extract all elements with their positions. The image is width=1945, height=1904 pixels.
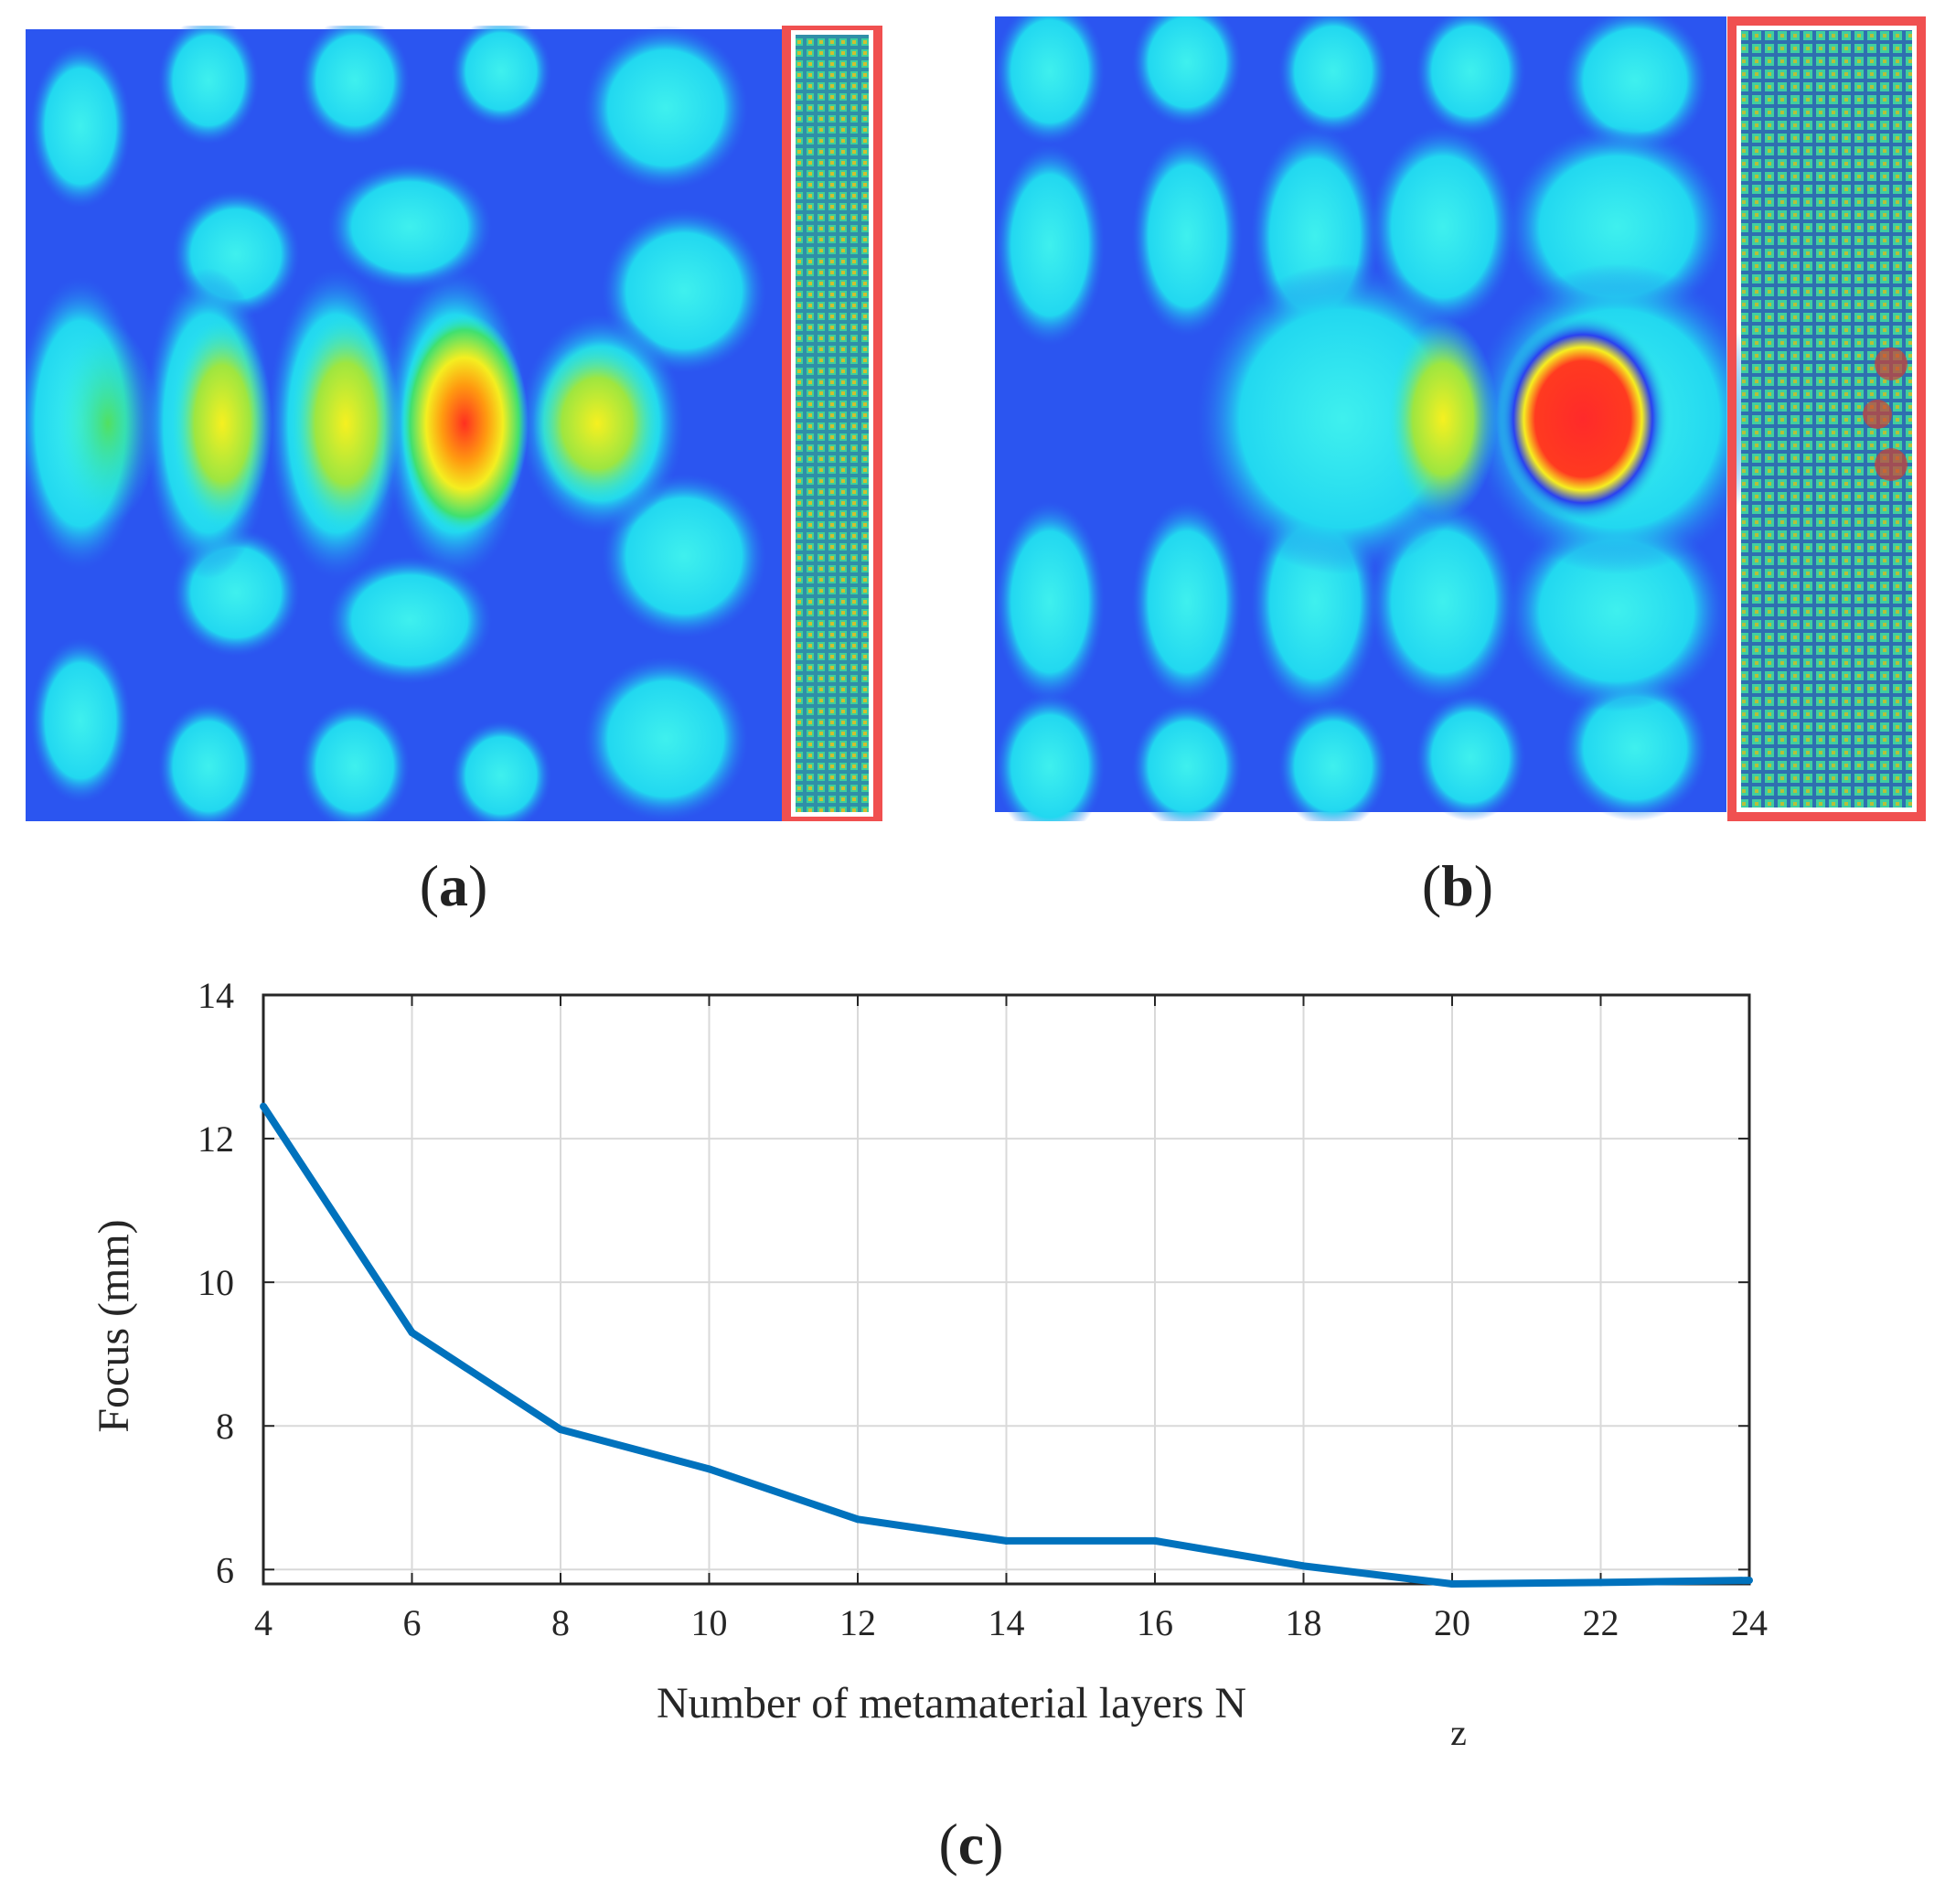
chart-grid (262, 994, 1750, 1584)
y-tick-label: 6 (216, 1549, 234, 1590)
y-tick-label: 10 (198, 1262, 234, 1303)
x-tick-label: 14 (989, 1602, 1025, 1643)
field-map-a-svg (16, 16, 882, 830)
plot-area-frame (262, 993, 1751, 1586)
x-tick-label: 24 (1731, 1602, 1768, 1643)
data-point (1002, 1536, 1010, 1545)
y-tick-label: 8 (216, 1406, 234, 1447)
focal-spots-a (58, 314, 661, 533)
field-map-a (16, 16, 883, 830)
panel-label-a: (a) (419, 853, 488, 918)
slab-hotspots-b (1863, 348, 1908, 481)
data-point (557, 1426, 564, 1434)
focus-chart: 4 6 8 10 12 14 16 18 20 22 24 6 8 10 12 14 Number of me… (0, 951, 1945, 1774)
x-axis-label-subscript: z (1450, 1712, 1467, 1753)
x-tick-label: 8 (551, 1602, 570, 1643)
data-point (1746, 1577, 1753, 1585)
x-tick-label: 10 (691, 1602, 728, 1643)
y-tick-label: 12 (198, 1118, 234, 1160)
panel-label-c: (c) (938, 1812, 1004, 1877)
data-point (408, 1329, 416, 1337)
data-point (1299, 1562, 1308, 1570)
data-point (854, 1515, 861, 1524)
x-tick-label: 18 (1286, 1602, 1322, 1643)
focal-spots-b (1388, 314, 1670, 524)
x-tick-label: 22 (1583, 1602, 1619, 1643)
y-tick-label: 14 (198, 975, 234, 1016)
x-tick-label: 4 (254, 1602, 273, 1643)
field-map-b-svg (995, 0, 1926, 840)
x-axis-label: Number of metamaterial layers N (657, 1679, 1246, 1728)
data-point (1597, 1578, 1605, 1587)
field-map-b (995, 0, 1926, 840)
metamaterial-slab-border-b (1727, 16, 1926, 821)
x-tick-label: 12 (839, 1602, 876, 1643)
data-point (1448, 1580, 1456, 1588)
x-tick-label: 20 (1434, 1602, 1470, 1643)
metamaterial-slab-a (796, 35, 869, 812)
data-point (1151, 1536, 1159, 1545)
x-tick-label: 16 (1137, 1602, 1173, 1643)
data-point (705, 1465, 713, 1473)
panel-label-b: (b) (1421, 853, 1494, 918)
y-axis-label: Focus (mm) (90, 1219, 138, 1432)
chart-series (260, 1102, 1753, 1588)
field-lobes-b (995, 0, 1763, 840)
x-tick-label: 6 (403, 1602, 422, 1643)
data-point (260, 1102, 267, 1110)
